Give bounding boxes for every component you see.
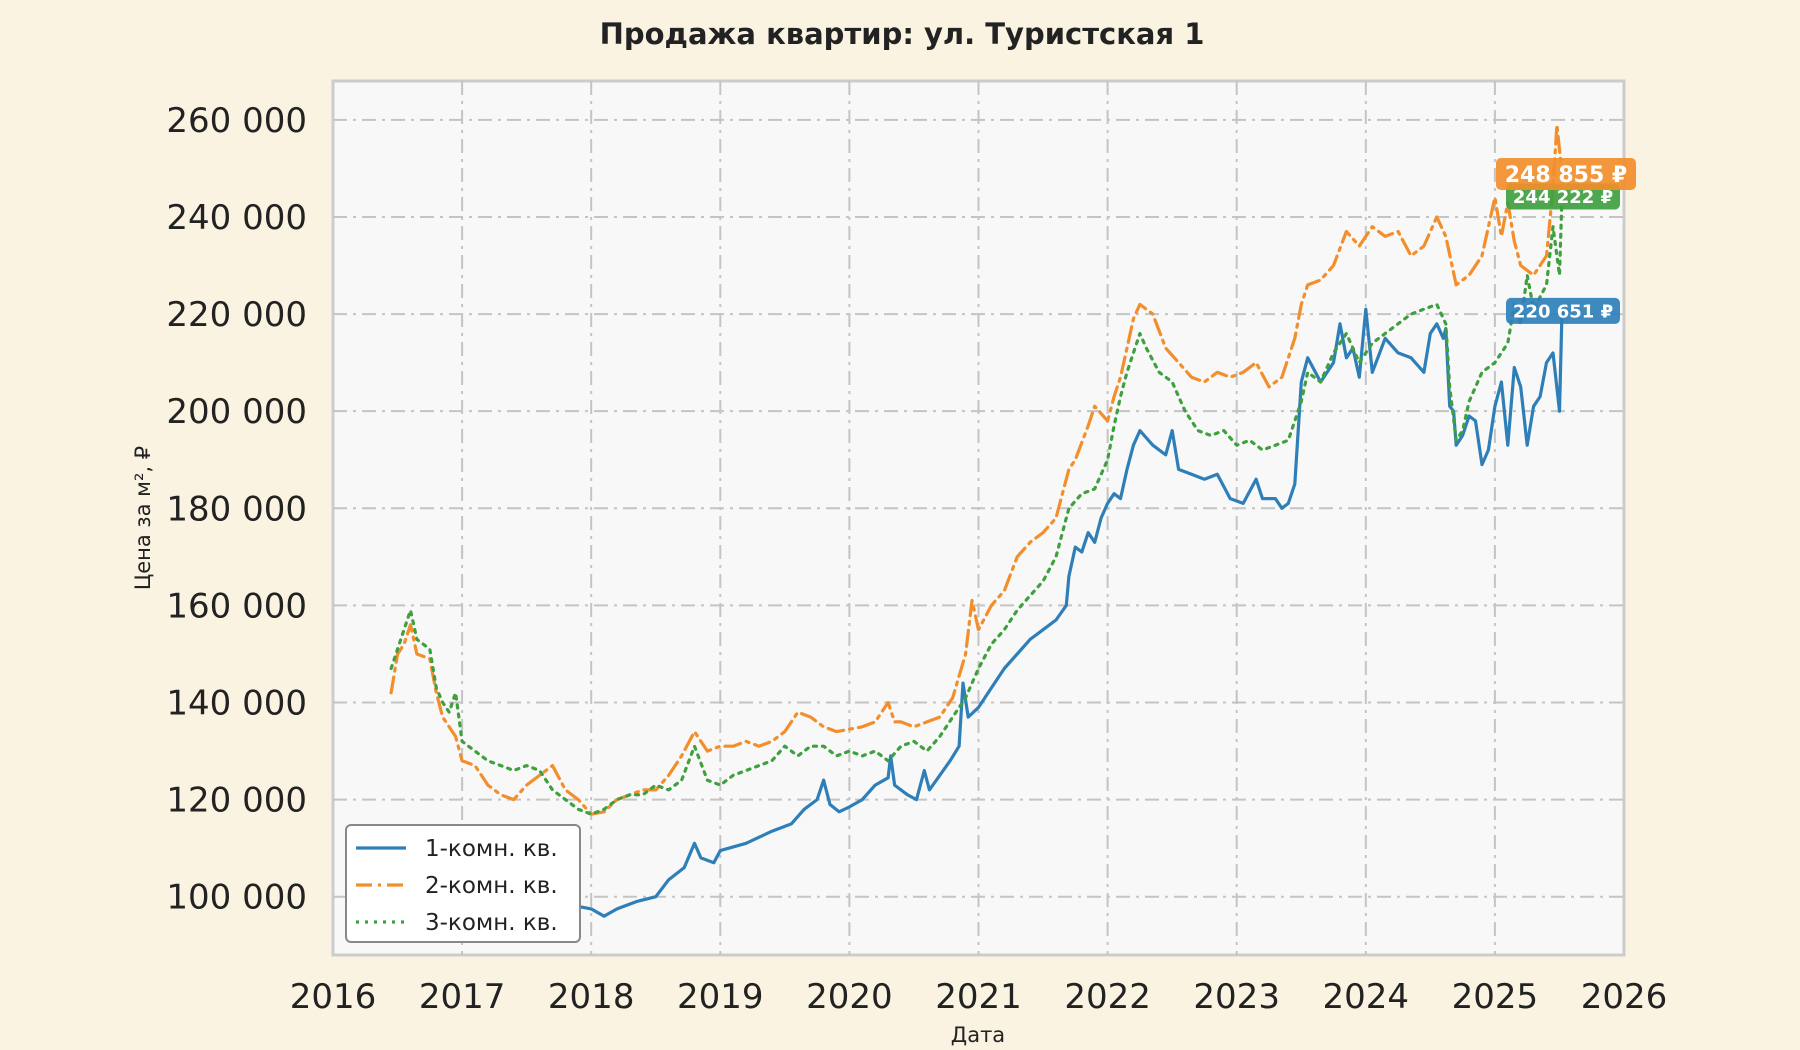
- legend-label-1: 1-комн. кв.: [425, 836, 558, 862]
- y-axis-ticks: 100 000 120 000 140 000 160 000 180 000 200 0…: [166, 101, 307, 918]
- x-tick-label: 2025: [1452, 977, 1539, 1017]
- y-tick-label: 260 000: [166, 101, 307, 141]
- x-tick-label: 2021: [935, 977, 1022, 1017]
- last-value-badge-1: 220 651 ₽: [1506, 297, 1620, 324]
- y-tick-label: 200 000: [166, 392, 307, 432]
- x-tick-label: 2026: [1581, 977, 1668, 1017]
- legend-label-2: 2-комн. кв.: [425, 873, 558, 899]
- x-tick-label: 2017: [419, 977, 506, 1017]
- x-axis-ticks: 2016 2017 2018 2019 2020 2021 2022 2023 2024 2025…: [290, 977, 1668, 1017]
- x-tick-label: 2022: [1064, 977, 1151, 1017]
- y-tick-label: 180 000: [166, 489, 307, 529]
- x-tick-label: 2016: [290, 977, 377, 1017]
- x-tick-label: 2019: [677, 977, 764, 1017]
- x-tick-label: 2018: [548, 977, 635, 1017]
- badge-label: 248 855 ₽: [1505, 163, 1627, 188]
- badge-background: [1506, 297, 1620, 324]
- y-tick-label: 100 000: [166, 878, 307, 918]
- badge-background: [1496, 157, 1636, 190]
- series-layer: [389, 123, 1564, 918]
- y-tick-label: 140 000: [166, 684, 307, 724]
- x-tick-label: 2024: [1323, 977, 1410, 1017]
- legend: 1-комн. кв. 2-комн. кв. 3-комн. кв.: [345, 824, 581, 943]
- x-tick-label: 2020: [806, 977, 893, 1017]
- legend-box: [345, 824, 581, 943]
- y-tick-label: 220 000: [166, 295, 307, 335]
- last-value-badges: 220 651 ₽ 244 222 ₽248 855 ₽: [1496, 157, 1636, 324]
- y-tick-label: 160 000: [166, 586, 307, 626]
- x-axis-label: Дата: [951, 1023, 1005, 1047]
- series-line-2: [389, 123, 1564, 816]
- y-tick-label: 240 000: [166, 198, 307, 238]
- y-axis-label: Цена за м², ₽: [131, 446, 155, 590]
- x-tick-label: 2023: [1193, 977, 1280, 1017]
- y-tick-label: 120 000: [166, 781, 307, 821]
- series-line-3: [389, 194, 1564, 816]
- chart-title: Продажа квартир: ул. Туристская 1: [600, 17, 1205, 51]
- badge-label: 220 651 ₽: [1513, 301, 1613, 322]
- last-value-badge-2: 248 855 ₽: [1496, 157, 1636, 190]
- legend-label-3: 3-комн. кв.: [425, 910, 558, 936]
- badge-label: 244 222 ₽: [1513, 187, 1613, 208]
